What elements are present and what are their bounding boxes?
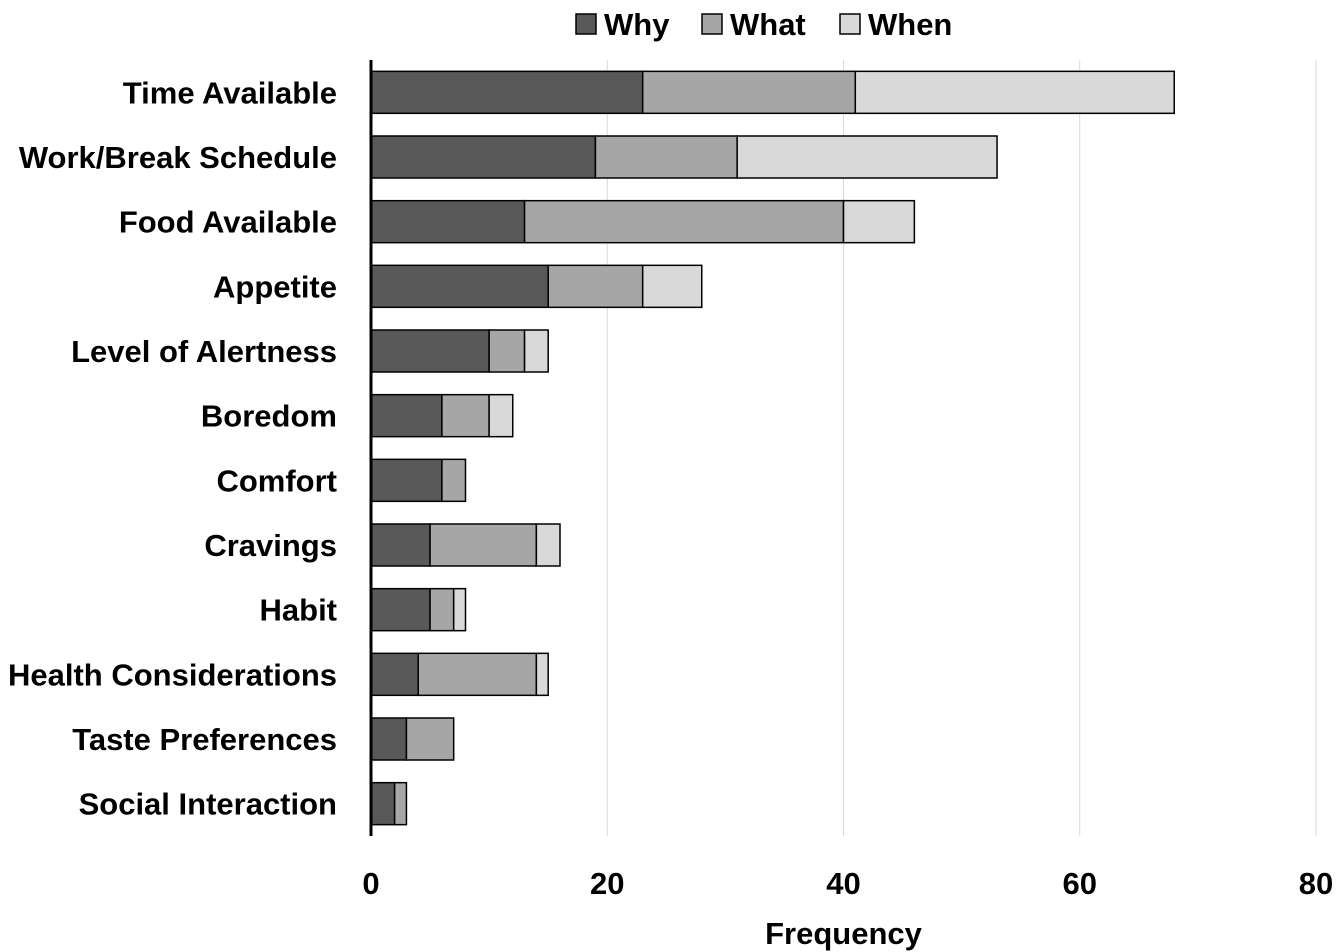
bar-segment-what	[523, 199, 845, 244]
legend: Why What When	[575, 7, 952, 42]
legend-swatch-why	[575, 13, 597, 35]
category-label: Comfort	[216, 463, 337, 498]
category-label: Health Considerations	[8, 657, 337, 692]
legend-swatch-when	[839, 13, 861, 35]
category-label: Food Available	[119, 205, 337, 240]
x-tick-labels: 0 20 40 60 80	[362, 866, 1333, 901]
x-tick-label: 20	[590, 866, 624, 901]
bar-segment-why	[370, 587, 431, 632]
x-axis-title: Frequency	[765, 916, 923, 951]
bar-segment-when	[488, 393, 514, 438]
category-label: Cravings	[204, 528, 337, 563]
bar-segment-when	[854, 70, 1175, 115]
bar-segment-why	[370, 199, 526, 244]
category-label: Appetite	[213, 269, 337, 304]
bar-segment-when	[452, 587, 467, 632]
bar-segment-what	[429, 523, 538, 567]
legend-swatch-what	[701, 13, 723, 35]
legend-label-why: Why	[604, 7, 670, 42]
x-tick-label: 80	[1299, 866, 1333, 901]
bar-segment-what	[594, 135, 738, 179]
category-labels: Time Available Work/Break Schedule Food Av…	[8, 75, 337, 821]
x-tick-label: 60	[1063, 866, 1097, 901]
category-label: Boredom	[201, 399, 337, 434]
bars	[370, 70, 1175, 826]
bar-segment-why	[370, 393, 443, 438]
bar-segment-what	[417, 652, 538, 697]
bar-segment-what	[441, 393, 490, 438]
bar-segment-what	[547, 264, 644, 309]
category-label: Time Available	[123, 75, 337, 110]
bar-segment-what	[441, 458, 467, 503]
bar-segment-what	[405, 717, 455, 761]
bar-segment-what	[393, 781, 408, 826]
bar-segment-what	[488, 329, 526, 373]
category-label: Work/Break Schedule	[19, 140, 337, 175]
x-tick-label: 40	[826, 866, 860, 901]
category-label: Social Interaction	[79, 787, 337, 822]
bar-segment-why	[370, 264, 549, 309]
bar-segment-when	[736, 135, 998, 179]
legend-label-when: When	[868, 7, 952, 42]
bar-segment-when	[842, 199, 916, 244]
bar-segment-when	[523, 329, 549, 373]
bar-segment-why	[370, 135, 597, 179]
bar-segment-what	[429, 587, 455, 632]
bar-segment-why	[370, 781, 396, 826]
bar-segment-when	[535, 652, 549, 697]
bar-segment-why	[370, 523, 431, 567]
bar-segment-why	[370, 717, 408, 761]
bar-segment-why	[370, 70, 644, 115]
category-label: Habit	[260, 593, 338, 628]
category-label: Taste Preferences	[72, 722, 337, 757]
bar-segment-when	[641, 264, 703, 309]
bar-segment-why	[370, 329, 490, 373]
bar-segment-why	[370, 458, 443, 503]
bar-segment-what	[641, 70, 857, 115]
legend-label-what: What	[730, 7, 806, 42]
gridlines	[606, 60, 1317, 836]
category-label: Level of Alertness	[71, 334, 337, 369]
x-tick-label: 0	[362, 866, 379, 901]
bar-segment-when	[535, 523, 561, 567]
bar-segment-why	[370, 652, 419, 697]
